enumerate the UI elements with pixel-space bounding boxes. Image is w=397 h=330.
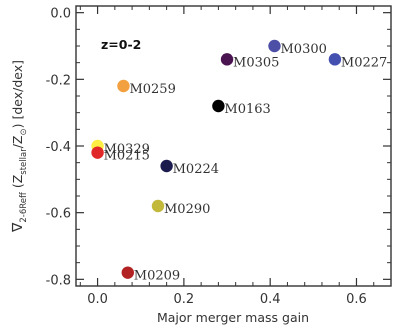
data-point-label: M0163 xyxy=(224,102,270,117)
data-point xyxy=(151,199,165,213)
y-axis-mid: /Z xyxy=(10,136,25,149)
y-axis-nabla: ∇ xyxy=(10,222,26,233)
data-point-label: M0305 xyxy=(233,55,279,70)
data-point-label: M0215 xyxy=(104,149,150,164)
x-tick-label: 0.6 xyxy=(346,292,367,307)
y-tick-label: 0.0 xyxy=(50,7,71,22)
data-point-label: M0259 xyxy=(129,82,175,97)
y-tick-label: -0.2 xyxy=(46,73,71,88)
y-axis-sub: 2-6Reff xyxy=(19,191,29,223)
data-point xyxy=(91,146,104,159)
data-point xyxy=(117,79,130,93)
x-axis-title: Major merger mass gain xyxy=(157,310,309,325)
data-point-label: M0300 xyxy=(280,42,326,57)
data-point-label: M0290 xyxy=(164,202,210,217)
data-point xyxy=(160,159,173,173)
ticks xyxy=(76,6,392,286)
data-point xyxy=(268,39,281,53)
y-axis-sub3: ⊙ xyxy=(19,128,29,135)
x-tick-label: 0.4 xyxy=(260,292,281,307)
data-point xyxy=(328,53,342,66)
y-axis-rest: (Z xyxy=(10,175,25,192)
data-point-label: M0209 xyxy=(134,269,180,284)
annotation-redshift: z=0-2 xyxy=(101,37,141,52)
data-point xyxy=(220,53,234,66)
data-point-label: M0224 xyxy=(173,162,219,177)
y-axis-end: ) [dex/dex] xyxy=(10,60,25,128)
y-axis-sub2: stellar xyxy=(19,148,29,175)
data-point-label: M0329 xyxy=(104,142,150,157)
y-axis-title: ∇2-6Reff (Zstellar/Z⊙) [dex/dex] xyxy=(10,60,29,233)
data-point xyxy=(212,99,225,113)
points xyxy=(91,39,342,279)
x-tick-label: 0.0 xyxy=(87,292,108,307)
y-tick-label: -0.4 xyxy=(46,140,71,155)
y-tick-label: -0.6 xyxy=(46,207,71,222)
tick-labels: 0.0 0.2 0.4 0.6 0.0 -0.2 -0.4 -0.6 -0.8 xyxy=(46,7,367,307)
data-point-label: M0227 xyxy=(341,55,387,70)
y-tick-label: -0.8 xyxy=(46,273,71,288)
data-point xyxy=(121,266,134,279)
x-tick-label: 0.2 xyxy=(174,292,195,307)
